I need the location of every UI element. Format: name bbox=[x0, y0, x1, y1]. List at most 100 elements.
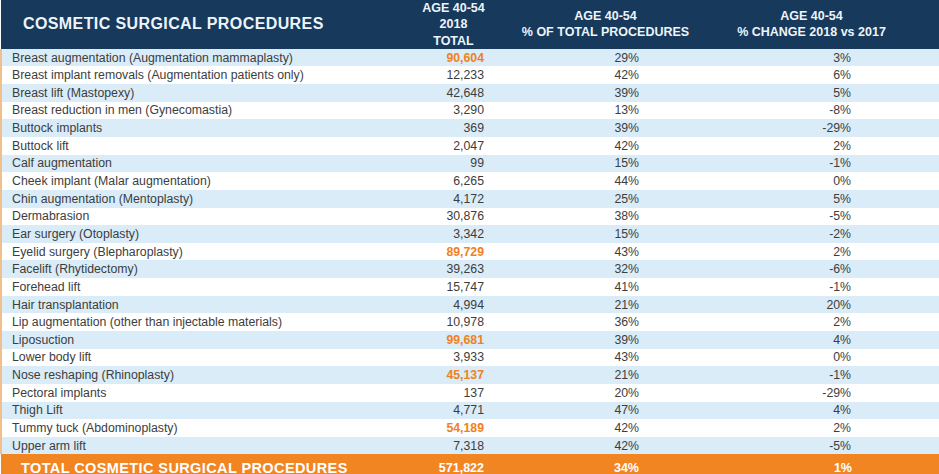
table-header: COSMETIC SURGICAL PROCEDURES AGE 40-54 2… bbox=[1, 0, 939, 49]
total-2018-cell: 15,747 bbox=[421, 278, 498, 296]
total-2018-cell: 3,933 bbox=[421, 349, 498, 367]
header-line: AGE 40-54 bbox=[574, 9, 637, 23]
pct-of-total-cell: 38% bbox=[498, 208, 713, 226]
total-2018-cell: 99 bbox=[421, 155, 498, 173]
pct-change-cell: 2% bbox=[713, 137, 939, 155]
pct-change-cell: -5% bbox=[713, 437, 939, 455]
total-2018-cell: 2,047 bbox=[421, 137, 498, 155]
pct-of-total-cell: 13% bbox=[498, 102, 713, 120]
pct-change-cell: 2% bbox=[713, 419, 939, 437]
procedure-name-cell: Tummy tuck (Abdominoplasty) bbox=[1, 419, 421, 437]
total-2018-cell: 137 bbox=[421, 384, 498, 402]
total-row-2018-total: 571,822 bbox=[421, 454, 498, 474]
table-row: Facelift (Rhytidectomy)39,26332%-6% bbox=[1, 260, 939, 278]
pct-of-total-cell: 47% bbox=[498, 402, 713, 420]
pct-change-cell: 20% bbox=[713, 296, 939, 314]
total-2018-cell: 30,876 bbox=[421, 208, 498, 226]
pct-of-total-cell: 32% bbox=[498, 260, 713, 278]
table-row: Chin augmentation (Mentoplasty)4,17225%5… bbox=[1, 190, 939, 208]
total-row-pct-change: 1% bbox=[713, 454, 939, 474]
pct-change-cell: -6% bbox=[713, 260, 939, 278]
pct-change-cell: 2% bbox=[713, 313, 939, 331]
total-2018-cell: 89,729 bbox=[421, 243, 498, 261]
pct-of-total-cell: 42% bbox=[498, 137, 713, 155]
table-row: Nose reshaping (Rhinoplasty)45,13721%-1% bbox=[1, 366, 939, 384]
pct-of-total-cell: 44% bbox=[498, 172, 713, 190]
pct-of-total-cell: 43% bbox=[498, 349, 713, 367]
total-row-pct-of-total: 34% bbox=[498, 454, 713, 474]
total-2018-cell: 39,263 bbox=[421, 260, 498, 278]
header-row: COSMETIC SURGICAL PROCEDURES AGE 40-54 2… bbox=[1, 0, 939, 49]
procedure-name-cell: Liposuction bbox=[1, 331, 421, 349]
pct-of-total-cell: 39% bbox=[498, 331, 713, 349]
table-row: Eyelid surgery (Blepharoplasty)89,72943%… bbox=[1, 243, 939, 261]
pct-of-total-cell: 43% bbox=[498, 243, 713, 261]
pct-of-total-cell: 21% bbox=[498, 296, 713, 314]
pct-of-total-cell: 29% bbox=[498, 49, 713, 67]
table-row: Hair transplantation4,99421%20% bbox=[1, 296, 939, 314]
table-body: Breast augmentation (Augmentation mammap… bbox=[1, 49, 939, 455]
cosmetic-procedures-table: COSMETIC SURGICAL PROCEDURES AGE 40-54 2… bbox=[0, 0, 939, 474]
procedure-name-cell: Facelift (Rhytidectomy) bbox=[1, 260, 421, 278]
procedure-name-cell: Ear surgery (Otoplasty) bbox=[1, 225, 421, 243]
table-row: Dermabrasion30,87638%-5% bbox=[1, 208, 939, 226]
table-row: Ear surgery (Otoplasty)3,34215%-2% bbox=[1, 225, 939, 243]
total-2018-cell: 12,233 bbox=[421, 66, 498, 84]
table-row: Tummy tuck (Abdominoplasty)54,18942%2% bbox=[1, 419, 939, 437]
procedure-name-cell: Breast augmentation (Augmentation mammap… bbox=[1, 49, 421, 67]
total-2018-cell: 369 bbox=[421, 119, 498, 137]
header-line: % OF TOTAL PROCEDURES bbox=[522, 25, 689, 39]
procedure-name-cell: Chin augmentation (Mentoplasty) bbox=[1, 190, 421, 208]
procedure-name-cell: Buttock lift bbox=[1, 137, 421, 155]
procedure-name-cell: Breast reduction in men (Gynecomastia) bbox=[1, 102, 421, 120]
total-2018-cell: 99,681 bbox=[421, 331, 498, 349]
pct-change-cell: -29% bbox=[713, 384, 939, 402]
pct-change-cell: 2% bbox=[713, 243, 939, 261]
pct-change-cell: 0% bbox=[713, 172, 939, 190]
total-2018-cell: 45,137 bbox=[421, 366, 498, 384]
pct-of-total-cell: 41% bbox=[498, 278, 713, 296]
procedure-name-cell: Cheek implant (Malar augmentation) bbox=[1, 172, 421, 190]
column-header-2018-total: AGE 40-54 2018 TOTAL bbox=[421, 0, 498, 49]
procedure-name-cell: Upper arm lift bbox=[1, 437, 421, 455]
total-row: TOTAL COSMETIC SURGICAL PROCEDURES 571,8… bbox=[1, 454, 939, 474]
total-2018-cell: 4,994 bbox=[421, 296, 498, 314]
pct-change-cell: -2% bbox=[713, 225, 939, 243]
pct-change-cell: -5% bbox=[713, 208, 939, 226]
header-line: AGE 40-54 bbox=[422, 1, 485, 15]
pct-of-total-cell: 20% bbox=[498, 384, 713, 402]
header-line: 2018 TOTAL bbox=[433, 17, 474, 47]
pct-change-cell: -8% bbox=[713, 102, 939, 120]
procedure-name-cell: Buttock implants bbox=[1, 119, 421, 137]
procedure-name-cell: Breast lift (Mastopexy) bbox=[1, 84, 421, 102]
table-row: Liposuction99,68139%4% bbox=[1, 331, 939, 349]
pct-of-total-cell: 15% bbox=[498, 225, 713, 243]
pct-change-cell: -29% bbox=[713, 119, 939, 137]
total-2018-cell: 42,648 bbox=[421, 84, 498, 102]
table-row: Breast implant removals (Augmentation pa… bbox=[1, 66, 939, 84]
procedure-name-cell: Hair transplantation bbox=[1, 296, 421, 314]
total-2018-cell: 4,771 bbox=[421, 402, 498, 420]
total-2018-cell: 90,604 bbox=[421, 49, 498, 67]
pct-of-total-cell: 39% bbox=[498, 119, 713, 137]
pct-of-total-cell: 21% bbox=[498, 366, 713, 384]
pct-of-total-cell: 42% bbox=[498, 66, 713, 84]
table-row: Breast reduction in men (Gynecomastia)3,… bbox=[1, 102, 939, 120]
total-2018-cell: 54,189 bbox=[421, 419, 498, 437]
table-footer: TOTAL COSMETIC SURGICAL PROCEDURES 571,8… bbox=[1, 454, 939, 474]
table-row: Forehead lift15,74741%-1% bbox=[1, 278, 939, 296]
pct-change-cell: 5% bbox=[713, 84, 939, 102]
total-2018-cell: 7,318 bbox=[421, 437, 498, 455]
pct-change-cell: -1% bbox=[713, 366, 939, 384]
procedure-name-cell: Forehead lift bbox=[1, 278, 421, 296]
table-row: Upper arm lift7,31842%-5% bbox=[1, 437, 939, 455]
pct-change-cell: -1% bbox=[713, 278, 939, 296]
total-2018-cell: 6,265 bbox=[421, 172, 498, 190]
pct-change-cell: -1% bbox=[713, 155, 939, 173]
pct-of-total-cell: 42% bbox=[498, 437, 713, 455]
procedure-name-cell: Thigh Lift bbox=[1, 402, 421, 420]
procedure-name-cell: Dermabrasion bbox=[1, 208, 421, 226]
column-header-pct-of-total: AGE 40-54 % OF TOTAL PROCEDURES bbox=[498, 0, 713, 49]
table-row: Lip augmentation (other than injectable … bbox=[1, 313, 939, 331]
table-row: Pectoral implants13720%-29% bbox=[1, 384, 939, 402]
